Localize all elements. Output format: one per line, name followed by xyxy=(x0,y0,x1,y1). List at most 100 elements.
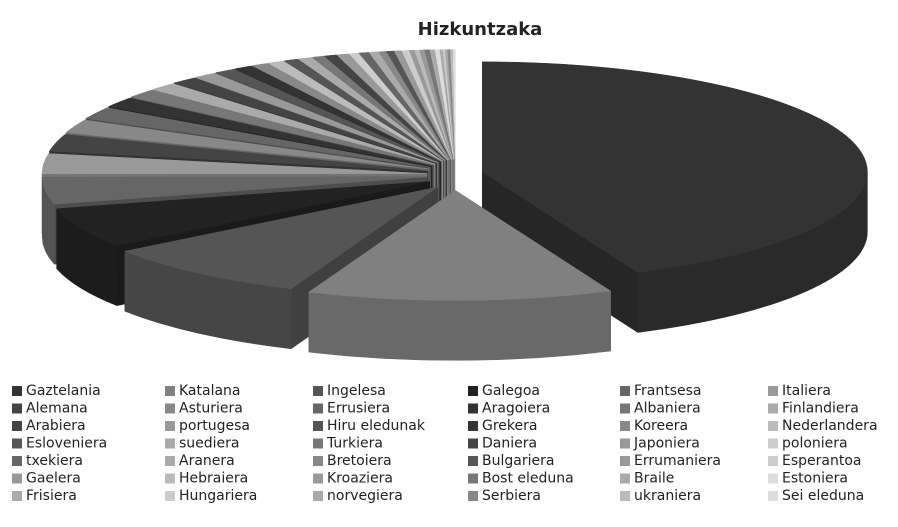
legend-label: Nederlandera xyxy=(782,418,878,434)
legend-swatch xyxy=(12,403,22,414)
legend-label: Katalana xyxy=(179,383,241,399)
legend-swatch xyxy=(620,438,630,449)
pie-slice xyxy=(48,134,428,172)
legend-label: Gaelera xyxy=(26,471,81,487)
legend-label: Galegoa xyxy=(482,383,540,399)
legend-swatch xyxy=(313,491,323,501)
legend-label: Bulgariera xyxy=(482,453,554,469)
pie-slice xyxy=(393,50,452,160)
legend-swatch xyxy=(313,456,323,466)
pie-slice xyxy=(194,72,439,163)
legend-swatch xyxy=(468,473,478,484)
legend-swatch xyxy=(468,491,478,501)
legend-swatch xyxy=(468,438,478,449)
legend-label: Sei eleduna xyxy=(782,488,864,504)
pie-slice xyxy=(107,97,433,167)
pie-slice xyxy=(482,61,868,273)
legend-swatch xyxy=(768,403,778,414)
pie-slice xyxy=(348,52,449,161)
pie-slice xyxy=(358,52,450,161)
pie-slice xyxy=(41,176,428,205)
pie-slice xyxy=(439,49,455,160)
legend-swatch xyxy=(768,421,778,431)
legend-swatch xyxy=(768,438,778,449)
pie-slice xyxy=(124,186,438,290)
legend-swatch xyxy=(620,491,630,501)
legend-label: Aragoiera xyxy=(482,401,550,417)
legend-swatch xyxy=(313,403,323,414)
pie-slice xyxy=(424,49,454,160)
legend-label: Aranera xyxy=(179,453,235,469)
pie-slice xyxy=(173,77,437,164)
pie-slice xyxy=(324,54,447,161)
legend-swatch xyxy=(12,473,22,484)
pie-slice xyxy=(408,49,453,160)
legend-swatch xyxy=(768,491,778,501)
legend-label: Japoniera xyxy=(633,436,700,452)
legend-swatch xyxy=(165,438,175,449)
legend-label: Esperantoa xyxy=(782,453,861,469)
legend-swatch xyxy=(313,386,323,396)
legend-label: Daniera xyxy=(482,436,537,452)
legend-label: Estoniera xyxy=(782,471,848,487)
legend-label: Frisiera xyxy=(26,488,77,504)
legend-swatch xyxy=(12,491,22,501)
pie-slice xyxy=(419,49,453,160)
legend-swatch xyxy=(12,421,22,431)
legend-label: Arabiera xyxy=(26,418,86,434)
legend-swatch xyxy=(468,386,478,396)
slice xyxy=(308,189,612,361)
legend-label: Albaniera xyxy=(634,401,701,417)
legend-swatch xyxy=(768,456,778,466)
legend-label: Esloveniera xyxy=(26,436,107,452)
pie-slice xyxy=(336,53,448,161)
pie-slice xyxy=(434,49,455,160)
legend-swatch xyxy=(768,386,778,396)
legend-swatch xyxy=(620,386,630,396)
slice-side xyxy=(308,290,611,361)
legend-swatch xyxy=(468,403,478,414)
legend-label: poloniera xyxy=(782,436,848,452)
legend-label: norvegiera xyxy=(327,488,403,504)
legend-label: Turkiera xyxy=(326,436,383,452)
legend-label: Bost eleduna xyxy=(482,471,574,487)
legend-swatch xyxy=(313,421,323,431)
legend-swatch xyxy=(468,456,478,466)
legend-label: portugesa xyxy=(179,418,250,434)
legend-label: Hiru eledunak xyxy=(327,418,426,434)
legend-label: Gaztelania xyxy=(26,383,101,399)
pie-slice xyxy=(56,181,430,246)
legend-label: Grekera xyxy=(482,418,537,434)
slice xyxy=(482,61,868,333)
legend-label: ukraniera xyxy=(634,488,701,504)
legend-swatch xyxy=(165,386,175,396)
legend-label: Kroaziera xyxy=(327,471,393,487)
legend-label: Finlandiera xyxy=(782,401,859,417)
pie-slice xyxy=(297,57,445,161)
legend-swatch xyxy=(165,421,175,431)
legend-label: Braile xyxy=(634,471,674,487)
legend-label: Asturiera xyxy=(179,401,243,417)
pie-slice xyxy=(85,107,431,168)
legend-label: Italiera xyxy=(782,383,831,399)
pie-slice xyxy=(311,55,446,161)
pie-slice xyxy=(41,153,428,175)
legend-label: txekiera xyxy=(26,453,83,469)
legend-swatch xyxy=(12,438,22,449)
legend-swatch xyxy=(620,473,630,484)
legend-label: Bretoiera xyxy=(327,453,392,469)
pie-slice xyxy=(368,51,450,161)
pie-slice xyxy=(267,60,443,162)
pie-slice xyxy=(234,65,441,163)
legend-swatch xyxy=(620,456,630,466)
legend-label: Errusiera xyxy=(327,401,390,417)
pie-slice xyxy=(65,119,430,170)
legend-swatch xyxy=(165,403,175,414)
pie-slice xyxy=(214,68,440,163)
legend-swatch xyxy=(12,386,22,396)
pie-slice xyxy=(283,58,445,162)
legend-swatch xyxy=(468,421,478,431)
pie-slice xyxy=(429,49,454,160)
pie-slice xyxy=(130,90,434,166)
pie-slice xyxy=(378,51,451,160)
